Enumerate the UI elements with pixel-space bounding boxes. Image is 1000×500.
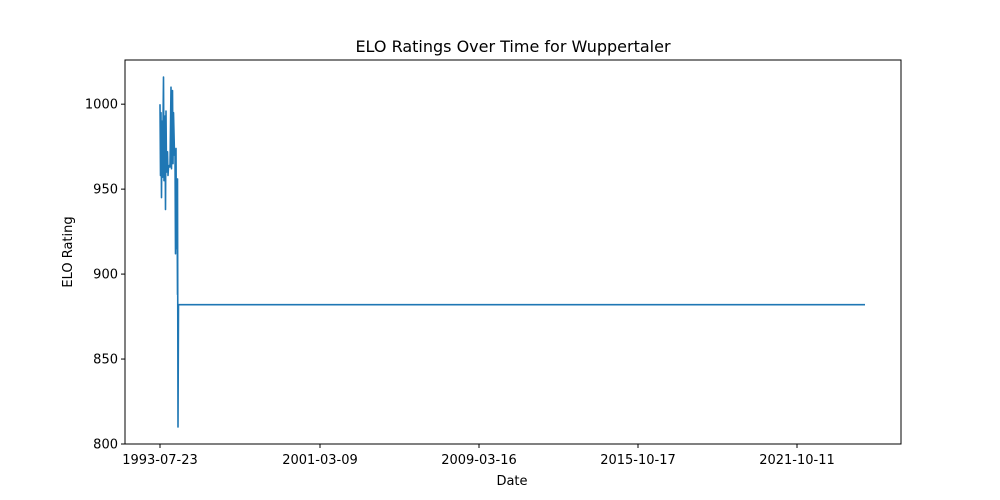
y-tick-label: 950 [93, 183, 118, 198]
y-axis-label: ELO Rating [61, 216, 76, 287]
x-tick-label: 2001-03-09 [282, 453, 358, 468]
chart-title: ELO Ratings Over Time for Wuppertaler [355, 37, 671, 56]
x-tick-label: 2015-10-17 [600, 453, 676, 468]
y-tick-label: 900 [93, 268, 118, 283]
y-tick-label: 850 [93, 353, 118, 368]
y-tick-label: 800 [93, 438, 118, 453]
plot-area [159, 76, 865, 428]
y-tick-label: 1000 [85, 98, 118, 113]
x-tick-label: 1993-07-23 [122, 453, 198, 468]
x-tick-label: 2009-03-16 [441, 453, 517, 468]
x-tick-label: 2021-10-11 [759, 453, 835, 468]
y-axis: 800 850 900 950 1000 [85, 98, 125, 453]
x-axis-label: Date [496, 474, 527, 489]
x-axis: 1993-07-23 2001-03-09 2009-03-16 2015-10-17… [122, 444, 835, 468]
elo-rating-line [159, 76, 865, 428]
plot-frame [124, 59, 902, 445]
